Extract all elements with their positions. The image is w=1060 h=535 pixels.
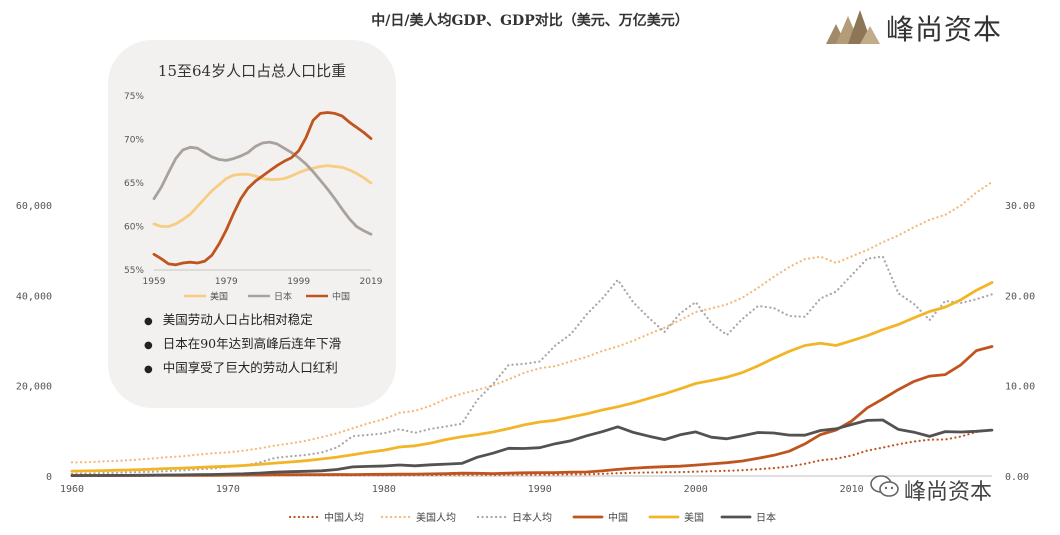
y-right-tick-label: 0.00 [1005, 472, 1029, 483]
x-tick-label: 1980 [372, 484, 396, 495]
legend-label: 美国人均 [416, 511, 456, 524]
legend-label: 中国 [608, 511, 628, 524]
y-right-tick-label: 30.00 [1005, 201, 1035, 212]
x-tick-label: 1960 [60, 484, 84, 495]
x-tick-label: 1970 [216, 484, 240, 495]
bullet-text: 中国享受了巨大的劳动人口红利 [162, 360, 338, 375]
inset-y-tick-label: 55% [124, 266, 144, 276]
mountain-logo-icon [826, 10, 880, 44]
inset-title: 15至64岁人口占总人口比重 [157, 62, 347, 80]
series-line-0 [70, 428, 994, 477]
series-line-4 [70, 281, 994, 473]
inset-legend-label: 美国 [210, 291, 228, 303]
y-right-tick-label: 20.00 [1005, 291, 1035, 302]
y-right-tick-label: 10.00 [1005, 382, 1035, 393]
bullet-text: 美国劳动人口占比相对稳定 [162, 312, 313, 327]
inset-y-tick-label: 75% [124, 92, 144, 102]
x-tick-label: 2000 [684, 484, 708, 495]
series-line-1 [70, 180, 994, 464]
inset-y-tick-label: 65% [124, 179, 144, 189]
inset-x-tick-label: 1959 [143, 277, 166, 287]
legend-label: 日本 [756, 511, 776, 524]
inset-y-tick-label: 70% [124, 136, 144, 146]
logo-text: 峰尚资本 [886, 13, 1003, 46]
inset-y-tick-label: 60% [124, 223, 144, 233]
inset-series-line-0 [152, 164, 373, 228]
y-left-tick-label: 60,000 [16, 201, 52, 212]
page-title: 中/日/美人均GDP、GDP对比（美元、万亿美元） [371, 13, 689, 29]
inset-series-line-2 [152, 111, 373, 267]
inset-x-tick-label: 1999 [287, 277, 310, 287]
bullet-item: ● 日本在90年达到高峰后连年下滑 [144, 336, 342, 351]
inset-x-tick-label: 2019 [360, 277, 383, 287]
inset-legend-label: 中国 [332, 291, 350, 303]
series-line-5 [70, 418, 994, 477]
inset-x-tick-label: 1979 [215, 277, 238, 287]
y-left-tick-label: 20,000 [16, 382, 52, 393]
inset-chart: 55% 60% 65% 70% 75% 1959 1979 1999 2019 美国 日本 中国 [124, 92, 383, 303]
chat-bubble-icon [870, 475, 899, 497]
bullet-item: ● 中国享受了巨大的劳动人口红利 [144, 360, 338, 375]
bullet-item: ● 美国劳动人口占比相对稳定 [144, 312, 313, 327]
x-tick-label: 2010 [840, 484, 864, 495]
y-left-tick-label: 40,000 [16, 291, 52, 302]
inset-bullets: ● 美国劳动人口占比相对稳定 ● 日本在90年达到高峰后连年下滑 ● 中国享受了巨大的… [144, 308, 341, 380]
brand-logo: 峰尚资本 [826, 6, 1026, 46]
y-left-tick-label: 0 [46, 472, 52, 483]
inset-legend-label: 日本 [274, 291, 292, 303]
legend-label: 中国人均 [324, 511, 364, 524]
inset-card: 15至64岁人口占总人口比重 55% 60% 65% 70% 75% 1959 1979 19… [108, 40, 396, 408]
inset-series-line-1 [152, 140, 373, 236]
watermark-text: 峰尚资本 [904, 480, 993, 505]
bullet-text: 日本在90年达到高峰后连年下滑 [162, 336, 342, 351]
legend-label: 美国 [684, 511, 704, 524]
watermark: 峰尚资本 [870, 470, 1040, 510]
legend-label: 日本人均 [512, 511, 552, 524]
x-tick-label: 1990 [528, 484, 552, 495]
